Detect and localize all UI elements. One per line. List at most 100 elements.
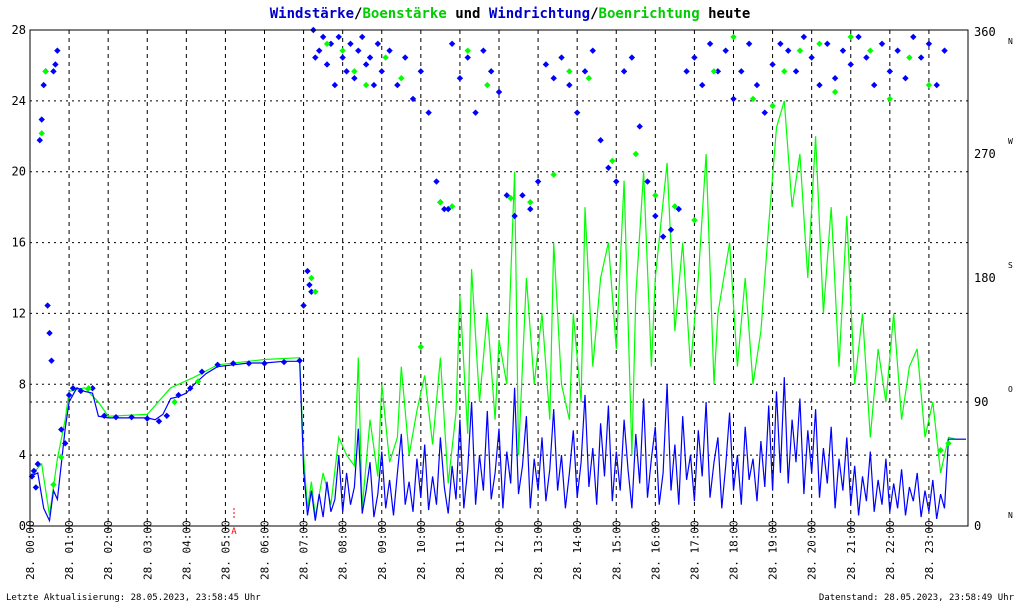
data-point: [722, 47, 729, 54]
x-tick-label: 28. 14:00: [571, 520, 584, 580]
data-point: [296, 357, 303, 364]
data-point: [945, 440, 952, 447]
x-tick-label: 28. 19:00: [767, 520, 780, 580]
data-point: [54, 47, 61, 54]
data-point: [245, 360, 253, 367]
data-point: [44, 302, 51, 309]
data-point: [628, 54, 636, 61]
direction-label: N: [1008, 37, 1013, 46]
data-point: [351, 68, 358, 75]
data-point: [308, 288, 315, 295]
data-point: [433, 178, 440, 185]
data-point: [730, 95, 737, 103]
x-tick-label: 28. 15:00: [610, 520, 623, 580]
data-point: [306, 281, 313, 289]
data-point: [886, 68, 894, 75]
data-point: [550, 75, 557, 82]
x-tick-label: 28. 03:00: [141, 520, 154, 580]
data-point: [362, 61, 370, 68]
data-point: [910, 33, 917, 41]
y2-tick-label: 180: [974, 271, 996, 285]
data-point: [558, 54, 565, 61]
data-point: [878, 40, 886, 47]
y-tick-label: 0: [19, 519, 26, 533]
direction-label: N: [1008, 511, 1013, 520]
data-point: [632, 150, 639, 158]
data-point: [441, 205, 448, 213]
y-tick-label: 16: [12, 236, 26, 250]
data-point: [77, 387, 85, 395]
data-point: [566, 68, 573, 75]
direction-label: S: [1008, 261, 1013, 270]
data-point: [175, 391, 182, 399]
data-point: [323, 40, 331, 47]
data-point: [316, 47, 323, 54]
data-point: [386, 47, 393, 54]
data-point: [370, 81, 378, 89]
data-point: [46, 329, 53, 337]
data-point: [378, 68, 385, 75]
data-point: [128, 413, 135, 421]
data-point: [194, 378, 202, 385]
data-point: [808, 54, 815, 61]
data-point: [339, 47, 346, 54]
data-point: [323, 61, 331, 68]
data-point: [362, 81, 370, 89]
title-part-1: /: [354, 6, 362, 22]
x-tick-label: 28. 00:00: [24, 520, 37, 580]
data-point: [847, 61, 854, 68]
x-tick-label: 28. 02:00: [102, 520, 115, 580]
x-tick-label: 28. 21:00: [845, 520, 858, 580]
y2-tick-label: 270: [974, 147, 996, 161]
direction-label: W: [1008, 137, 1013, 146]
data-point: [745, 40, 753, 47]
data-point: [589, 47, 596, 54]
data-point: [620, 68, 628, 75]
data-point: [65, 391, 73, 399]
data-point: [507, 194, 514, 202]
data-point: [444, 205, 452, 213]
data-point: [448, 40, 456, 47]
data-point: [261, 360, 268, 367]
windstaerke-series: [29, 360, 966, 523]
x-tick-label: 28. 04:00: [180, 520, 193, 580]
data-point: [769, 102, 776, 109]
x-tick-label: 28. 11:00: [454, 520, 467, 580]
data-point: [941, 47, 948, 54]
data-point: [613, 178, 620, 185]
data-point: [585, 75, 593, 82]
x-tick-label: 28. 22:00: [884, 520, 897, 580]
title-part-5: /: [590, 6, 598, 22]
data-point: [714, 68, 722, 75]
data-point: [487, 68, 495, 75]
data-point: [42, 68, 49, 75]
data-point: [761, 109, 768, 116]
data-point: [394, 81, 401, 89]
data-point: [464, 54, 471, 61]
y-tick-label: 20: [12, 165, 26, 179]
data-point: [683, 68, 690, 75]
data-point: [792, 68, 800, 75]
x-tick-label: 28. 16:00: [649, 520, 662, 580]
y-tick-label: 8: [19, 377, 26, 391]
data-point: [667, 226, 675, 233]
data-point: [644, 178, 651, 185]
data-point: [32, 484, 40, 491]
data-point: [50, 68, 57, 75]
data-point: [777, 40, 784, 47]
data-point: [30, 467, 38, 475]
data-point: [566, 81, 573, 89]
footer-last-update: Letzte Aktualisierung: 28.05.2023, 23:58…: [6, 593, 261, 603]
data-point: [38, 116, 45, 123]
marker-a: A: [231, 508, 237, 537]
data-point: [484, 81, 491, 89]
y-tick-label: 24: [12, 94, 26, 108]
x-tick-label: 28. 13:00: [532, 520, 545, 580]
data-point: [796, 47, 804, 54]
x-tick-label: 28. 17:00: [688, 520, 701, 580]
x-tick-label: 28. 12:00: [493, 520, 506, 580]
data-point: [527, 199, 534, 206]
data-point: [527, 205, 534, 213]
data-point: [300, 302, 307, 309]
data-point: [308, 274, 315, 282]
